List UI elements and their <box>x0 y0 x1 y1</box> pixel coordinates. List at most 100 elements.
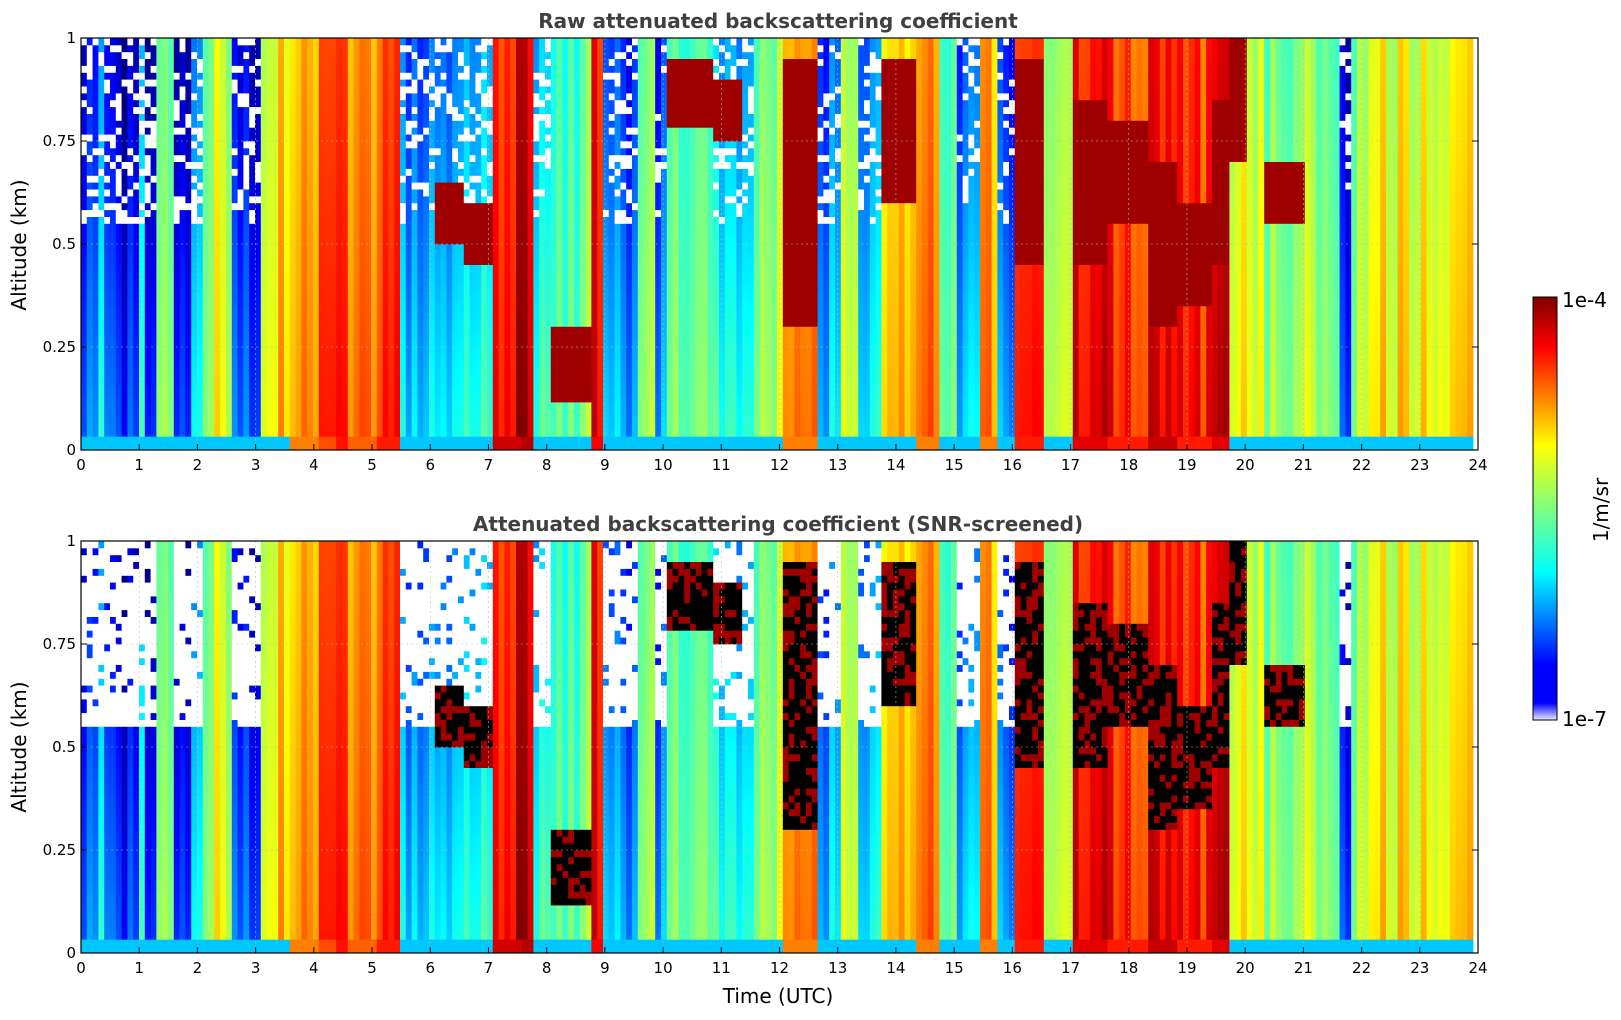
heatmap-cell <box>133 230 139 237</box>
heatmap-cell <box>278 326 284 333</box>
heatmap-cell <box>133 223 139 230</box>
heatmap-cell <box>220 93 226 100</box>
heatmap-cell <box>290 313 296 320</box>
heatmap-cell <box>156 299 162 306</box>
heatmap-cell <box>104 326 110 333</box>
heatmap-cell <box>156 306 162 313</box>
heatmap-cell <box>325 272 331 279</box>
heatmap-cell <box>81 59 87 66</box>
heatmap-cell <box>156 79 162 86</box>
heatmap-cell <box>359 210 365 217</box>
heatmap-cell <box>290 72 296 79</box>
heatmap-cell <box>232 272 238 279</box>
heatmap-cell <box>261 272 267 279</box>
heatmap-cell <box>359 436 365 443</box>
heatmap-cell <box>336 52 342 59</box>
heatmap-cell <box>197 402 203 409</box>
heatmap-cell <box>209 86 215 93</box>
heatmap-cell <box>342 395 348 402</box>
heatmap-cell <box>122 354 128 361</box>
heatmap-cell <box>336 381 342 388</box>
heatmap-cell <box>174 340 180 347</box>
heatmap-cell <box>174 443 180 450</box>
heatmap-cell <box>93 59 99 66</box>
heatmap-cell <box>330 361 336 368</box>
heatmap-cell <box>197 416 203 423</box>
heatmap-cell <box>191 114 197 121</box>
heatmap-cell <box>98 258 104 265</box>
heatmap-cell <box>261 217 267 224</box>
heatmap-cell <box>133 416 139 423</box>
heatmap-cell <box>301 361 307 368</box>
heatmap-cell <box>98 45 104 52</box>
heatmap-cell <box>174 141 180 148</box>
heatmap-cell <box>296 320 302 327</box>
heatmap-cell <box>296 59 302 66</box>
heatmap-cell <box>301 347 307 354</box>
heatmap-cell <box>232 354 238 361</box>
heatmap-cell <box>238 320 244 327</box>
heatmap-cell <box>319 326 325 333</box>
heatmap-cell <box>226 258 232 265</box>
heatmap-cell <box>354 86 360 93</box>
heatmap-cell <box>214 368 220 375</box>
heatmap-cell <box>156 141 162 148</box>
heatmap-cell <box>365 340 371 347</box>
heatmap-cell <box>249 423 255 430</box>
heatmap-cell <box>365 79 371 86</box>
heatmap-cell <box>272 52 278 59</box>
heatmap-cell <box>255 278 261 285</box>
heatmap-cell <box>104 251 110 258</box>
heatmap-cell <box>133 196 139 203</box>
heatmap-cell <box>330 45 336 52</box>
heatmap-cell <box>354 155 360 162</box>
heatmap-cell <box>272 196 278 203</box>
heatmap-cell <box>110 182 116 189</box>
heatmap-cell <box>156 148 162 155</box>
heatmap-cell <box>139 340 145 347</box>
heatmap-cell <box>110 189 116 196</box>
heatmap-cell <box>336 210 342 217</box>
heatmap-cell <box>127 79 133 86</box>
heatmap-cell <box>255 223 261 230</box>
heatmap-cell <box>348 416 354 423</box>
heatmap-cell <box>98 134 104 141</box>
heatmap-cell <box>87 347 93 354</box>
heatmap-cell <box>151 175 157 182</box>
heatmap-cell <box>151 79 157 86</box>
heatmap-cell <box>330 162 336 169</box>
heatmap-cell <box>87 313 93 320</box>
heatmap-cell <box>81 306 87 313</box>
heatmap-cell <box>209 416 215 423</box>
heatmap-cell <box>87 182 93 189</box>
heatmap-cell <box>209 230 215 237</box>
heatmap-cell <box>168 292 174 299</box>
heatmap-cell <box>81 210 87 217</box>
heatmap-cell <box>255 217 261 224</box>
heatmap-cell <box>365 230 371 237</box>
heatmap-cell <box>104 189 110 196</box>
heatmap-cell <box>243 134 249 141</box>
heatmap-cell <box>209 79 215 86</box>
heatmap-cell <box>325 66 331 73</box>
heatmap-cell <box>272 443 278 450</box>
heatmap-cell <box>197 347 203 354</box>
heatmap-cell <box>359 169 365 176</box>
heatmap-cell <box>272 134 278 141</box>
heatmap-cell <box>284 169 290 176</box>
heatmap-cell <box>110 66 116 73</box>
heatmap-cell <box>162 340 168 347</box>
heatmap-cell <box>98 93 104 100</box>
heatmap-cell <box>122 196 128 203</box>
heatmap-cell <box>145 265 151 272</box>
heatmap-cell <box>133 86 139 93</box>
heatmap-cell <box>238 443 244 450</box>
heatmap-cell <box>145 388 151 395</box>
heatmap-cell <box>284 395 290 402</box>
heatmap-cell <box>226 436 232 443</box>
heatmap-cell <box>354 38 360 45</box>
heatmap-cell <box>226 66 232 73</box>
heatmap-cell <box>255 38 261 45</box>
heatmap-cell <box>354 436 360 443</box>
heatmap-cell <box>284 354 290 361</box>
